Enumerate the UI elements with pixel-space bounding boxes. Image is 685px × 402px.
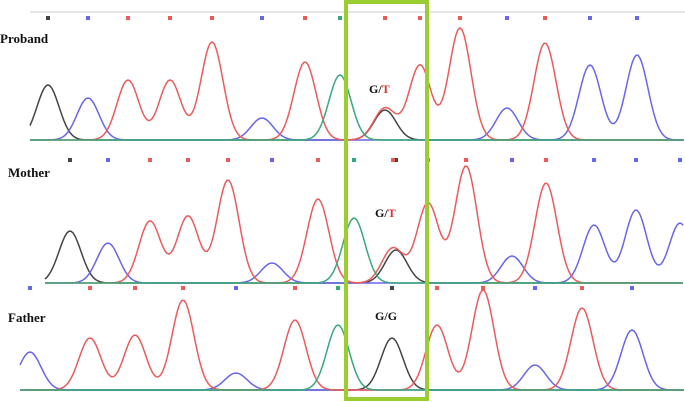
trace: [45, 217, 683, 284]
base-call-marker: [592, 158, 596, 162]
base-call-marker: [394, 158, 398, 162]
base-call-marker: [148, 158, 152, 162]
base-call-marker: [234, 286, 238, 290]
base-call-marker: [210, 16, 214, 20]
genotype: G/G: [375, 309, 397, 323]
genotype: G/T: [369, 82, 390, 96]
base-call-marker: [133, 286, 137, 290]
allele: G: [388, 309, 397, 323]
trace: [20, 324, 684, 391]
base-call-marker: [336, 286, 340, 290]
trace: [20, 337, 684, 391]
base-calls: [28, 16, 682, 290]
base-call-marker: [270, 158, 274, 162]
base-call-marker: [418, 16, 422, 20]
base-call-marker: [533, 286, 537, 290]
panel-label: Father: [8, 310, 46, 325]
base-call-marker: [181, 286, 185, 290]
traces: [19, 26, 684, 391]
base-call-marker: [630, 286, 634, 290]
base-call-marker: [510, 158, 514, 162]
separator: /: [383, 309, 388, 323]
base-call-marker: [316, 158, 320, 162]
trace: [29, 84, 684, 141]
base-call-marker: [168, 16, 172, 20]
base-call-marker: [678, 158, 682, 162]
trace: [30, 54, 684, 141]
base-call-marker: [126, 16, 130, 20]
base-call-marker: [303, 16, 307, 20]
panel-label: Mother: [8, 165, 50, 180]
separator: /: [383, 206, 388, 220]
base-call-marker: [505, 16, 509, 20]
trace: [45, 165, 683, 284]
base-call-marker: [186, 158, 190, 162]
highlight-box: [344, 0, 429, 401]
base-call-marker: [88, 286, 92, 290]
allele: T: [382, 82, 390, 96]
base-call-marker: [580, 286, 584, 290]
trace: [20, 289, 684, 391]
genotype: G/T: [375, 206, 396, 220]
base-call-marker: [383, 16, 387, 20]
base-call-marker: [544, 158, 548, 162]
base-call-marker: [86, 16, 90, 20]
base-call-marker: [635, 16, 639, 20]
base-call-marker: [260, 16, 264, 20]
allele: T: [388, 206, 396, 220]
allele: G: [375, 206, 384, 220]
trace: [30, 26, 684, 141]
allele: G: [375, 309, 384, 323]
base-call-marker: [68, 158, 72, 162]
base-call-marker: [106, 158, 110, 162]
base-call-marker: [352, 158, 356, 162]
panel-label: Proband: [0, 31, 49, 46]
base-call-marker: [46, 16, 50, 20]
base-call-marker: [588, 16, 592, 20]
trace: [30, 74, 684, 141]
base-call-marker: [634, 158, 638, 162]
base-call-marker: [28, 286, 32, 290]
base-call-marker: [390, 286, 394, 290]
base-call-marker: [543, 16, 547, 20]
base-call-marker: [391, 158, 395, 162]
base-call-marker: [481, 286, 485, 290]
base-call-marker: [338, 16, 342, 20]
base-call-marker: [464, 158, 468, 162]
base-call-marker: [293, 286, 297, 290]
base-call-marker: [435, 286, 439, 290]
allele: G: [369, 82, 378, 96]
base-call-marker: [226, 158, 230, 162]
base-call-marker: [458, 16, 462, 20]
separator: /: [377, 82, 382, 96]
trace: [45, 209, 684, 284]
